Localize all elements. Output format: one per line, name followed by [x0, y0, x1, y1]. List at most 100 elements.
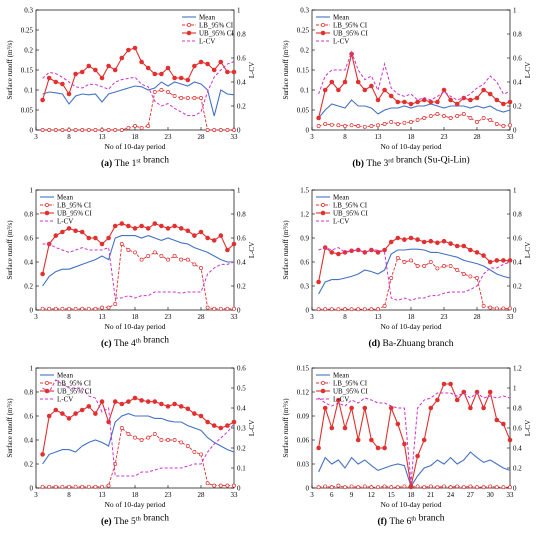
data-point-ub	[231, 69, 237, 75]
x-tick-label: 28	[474, 313, 482, 321]
data-point-ub	[501, 101, 506, 107]
y2-tick-label: 0.1	[237, 464, 246, 472]
data-point-ub	[388, 93, 394, 99]
data-point-ub	[185, 228, 191, 234]
data-point-lb	[422, 116, 427, 120]
legend-marker-ub	[320, 388, 326, 394]
data-point-ub	[441, 238, 447, 244]
data-point-lb	[218, 483, 223, 488]
data-point-ub	[66, 416, 72, 421]
data-point-lb	[508, 485, 512, 490]
y-tick-label: 0.06	[297, 436, 310, 444]
data-point-ub	[218, 425, 224, 431]
data-point-lb	[461, 112, 466, 116]
data-point-lb	[205, 128, 210, 132]
data-point-ub	[388, 405, 394, 411]
y-tick-label: 0	[306, 126, 310, 134]
data-point-ub	[152, 221, 158, 226]
data-point-lb	[376, 307, 380, 312]
data-point-lb	[179, 257, 184, 262]
x-tick-label: 3	[34, 133, 38, 141]
data-point-ub	[60, 81, 65, 87]
legend-label-ub: UB_95% CI	[333, 209, 368, 217]
y2-tick-label: 1	[513, 6, 517, 14]
data-point-lb	[80, 484, 85, 489]
y2-tick-label: 0.4	[237, 78, 246, 86]
data-point-ub	[40, 271, 45, 277]
data-point-lb	[501, 485, 506, 490]
data-point-ub	[211, 238, 217, 243]
data-point-ub	[375, 97, 381, 103]
data-point-lb	[382, 122, 387, 126]
data-point-lb	[402, 120, 407, 125]
data-point-ub	[342, 425, 348, 431]
y-tick-label: 0.1	[300, 86, 309, 94]
data-point-ub	[205, 61, 210, 67]
data-point-ub	[145, 399, 151, 404]
legend-label-ub: UB_95% CI	[57, 387, 92, 395]
data-point-lb	[488, 118, 493, 122]
data-point-ub	[487, 389, 493, 395]
data-point-lb	[126, 126, 131, 130]
data-point-lb	[316, 124, 321, 128]
data-point-lb	[395, 256, 400, 260]
data-point-lb	[494, 122, 499, 126]
data-point-lb	[172, 254, 177, 258]
x-axis-title: No of 10-day period	[104, 322, 165, 331]
data-point-ub	[99, 241, 105, 247]
y2-tick-label: 0.8	[513, 404, 522, 412]
data-point-ub	[421, 239, 427, 245]
x-tick-label: 3	[34, 313, 38, 321]
data-point-lb	[494, 306, 499, 311]
data-point-lb	[93, 306, 98, 311]
y2-tick-label: 0.6	[237, 364, 246, 372]
data-point-lb	[475, 120, 479, 124]
x-tick-label: 33	[231, 491, 239, 499]
data-point-lb	[323, 484, 328, 489]
data-point-ub	[402, 99, 407, 105]
x-tick-label: 28	[198, 313, 206, 321]
data-point-lb	[146, 254, 151, 258]
data-point-ub	[369, 437, 374, 443]
panel-caption: (e) The 5th branch	[101, 514, 169, 528]
y-tick-label: 0.05	[297, 106, 310, 114]
data-point-lb	[166, 438, 170, 442]
data-point-ub	[355, 437, 361, 443]
data-point-ub	[454, 243, 460, 249]
y2-tick-label: 0	[237, 484, 241, 492]
data-point-lb	[199, 96, 203, 100]
x-axis-title: No of 10-day period	[380, 500, 441, 509]
x-tick-label: 28	[198, 491, 206, 499]
y-axis-title: Surface runoff (m³/s)	[282, 398, 290, 458]
data-point-lb	[422, 485, 427, 490]
data-point-lb	[455, 268, 460, 272]
data-point-ub	[198, 59, 204, 65]
data-point-lb	[225, 128, 230, 132]
data-point-ub	[112, 399, 118, 404]
legend-label-mean: Mean	[57, 193, 73, 201]
data-point-ub	[53, 233, 59, 238]
data-point-lb	[212, 483, 217, 488]
data-point-ub	[99, 75, 105, 81]
data-point-lb	[192, 450, 197, 454]
data-point-lb	[362, 307, 367, 312]
series-line-lcv	[318, 247, 511, 301]
panel-caption: (f) The 6th branch	[377, 514, 444, 528]
data-point-lb	[329, 307, 334, 312]
data-point-ub	[428, 99, 434, 105]
x-axis-title: No of 10-day period	[380, 322, 441, 331]
data-point-lb	[468, 116, 473, 120]
y-tick-label: 0.6	[24, 412, 33, 420]
x-tick-label: 21	[427, 491, 435, 499]
data-point-lb	[146, 435, 151, 440]
data-point-lb	[192, 96, 197, 100]
data-point-lb	[172, 438, 177, 442]
data-point-lb	[232, 483, 236, 488]
data-point-lb	[179, 440, 184, 445]
data-point-ub	[395, 99, 401, 105]
data-point-ub	[86, 235, 92, 241]
data-point-lb	[369, 307, 374, 312]
data-point-lb	[481, 116, 486, 120]
y2-tick-label: 1	[237, 6, 241, 14]
y-tick-label: 0.8	[24, 388, 33, 396]
